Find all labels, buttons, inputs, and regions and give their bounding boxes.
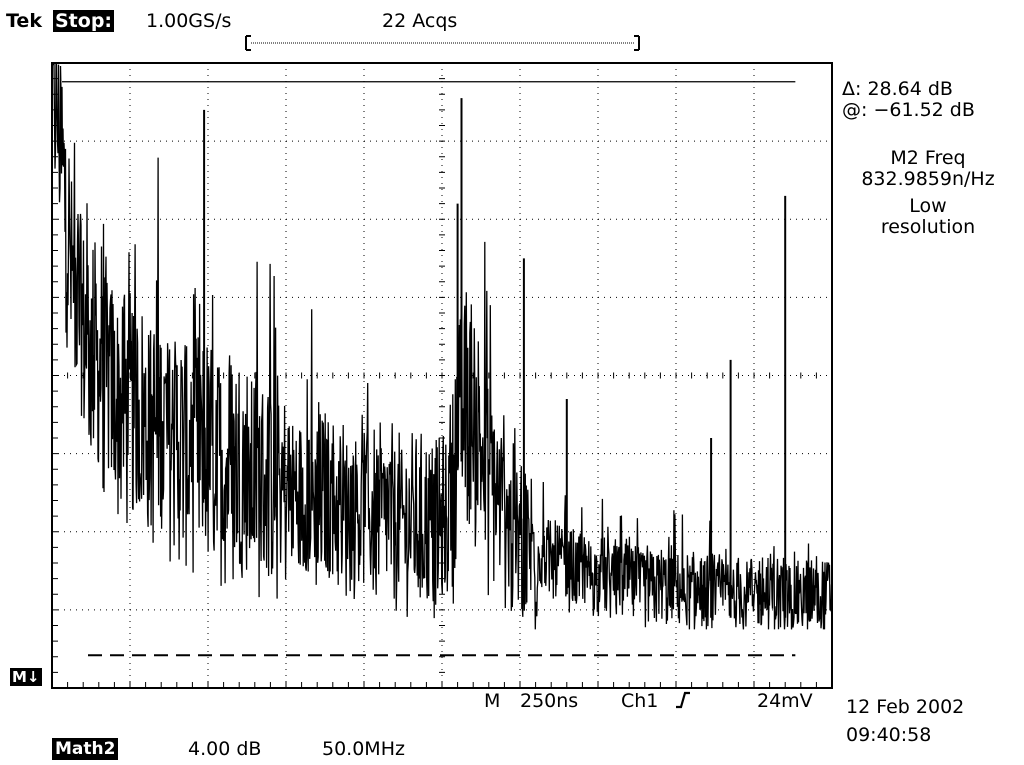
- acquisition-count: 22 Acqs: [382, 10, 458, 32]
- time-readout: 09:40:58: [846, 724, 932, 746]
- resolution-label-line1: Low: [909, 195, 947, 217]
- trigger-source-label: Ch1: [621, 690, 659, 712]
- rising-edge-icon: [676, 691, 690, 709]
- resolution-label-line2: resolution: [880, 216, 976, 238]
- math-reference-marker: M↓: [10, 668, 42, 686]
- spectrum-trace: [52, 63, 833, 630]
- cursor-lines: [62, 81, 796, 657]
- cursor-position-readout: @: −61.52 dB: [842, 99, 975, 121]
- record-position-bracket: [245, 35, 640, 51]
- math2-scale-readout: 4.00 dB: [188, 738, 262, 760]
- timebase-readout: 250ns: [520, 690, 579, 712]
- brand-label: Tek: [6, 10, 42, 32]
- cursor-delta-readout: Δ: 28.64 dB: [842, 78, 953, 100]
- math2-span-readout: 50.0MHz: [322, 738, 405, 760]
- math-value-readout: 832.9859n/Hz: [861, 168, 995, 190]
- date-readout: 12 Feb 2002: [846, 696, 965, 718]
- sample-rate-readout: 1.00GS/s: [146, 10, 232, 32]
- trigger-level-readout: 24mV: [757, 690, 813, 712]
- math-title: M2 Freq: [890, 147, 966, 169]
- spectrum-trace-path: [52, 63, 833, 630]
- main-timebase-label: M: [484, 690, 501, 712]
- run-state-badge[interactable]: Stop:: [53, 10, 115, 32]
- math2-channel-badge[interactable]: Math2: [52, 738, 119, 760]
